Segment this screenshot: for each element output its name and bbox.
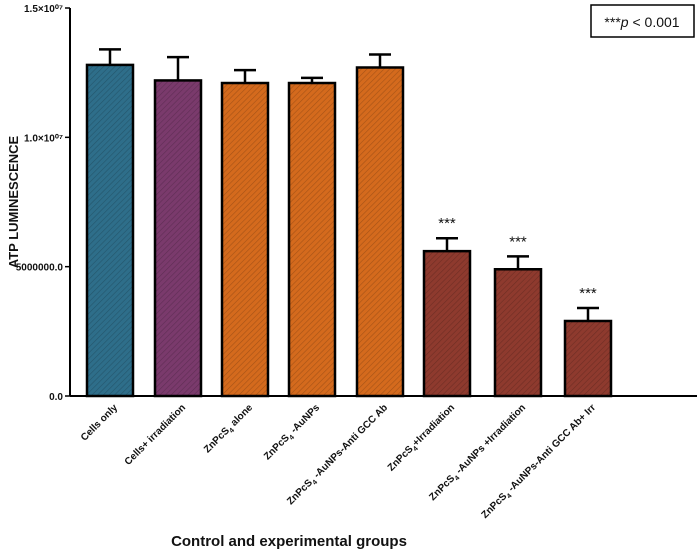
bar-hatch bbox=[424, 251, 470, 396]
x-category-label: Cells only bbox=[79, 402, 120, 443]
x-category-label: ZnPcS4+Irradiation bbox=[386, 402, 459, 475]
x-category-label: Cells+ irradiation bbox=[123, 402, 188, 467]
y-tick-label: 5000000.0 bbox=[16, 263, 64, 274]
y-tick-label: 1.5×10⁰⁷ bbox=[24, 4, 63, 15]
x-category-label: ZnPcS4 alone bbox=[202, 402, 257, 457]
significance-marker: *** bbox=[509, 233, 527, 250]
legend-text: ***p < 0.001 bbox=[604, 14, 679, 30]
x-category-label: ZnPcS4 -AuNPs bbox=[262, 402, 324, 464]
bar-hatch bbox=[222, 83, 268, 396]
bar-hatch bbox=[495, 269, 541, 396]
y-tick-label: 1.0×10⁰⁷ bbox=[24, 133, 63, 144]
bar-hatch bbox=[289, 83, 335, 396]
bar-hatch bbox=[87, 64, 133, 396]
x-axis-label: Control and experimental groups bbox=[171, 533, 407, 550]
bar-hatch bbox=[155, 80, 201, 396]
significance-marker: *** bbox=[579, 285, 597, 302]
bar-hatch bbox=[565, 320, 611, 396]
y-axis-label: ATP LUMINESCENCE bbox=[6, 135, 21, 268]
legend-box: ***p < 0.001 bbox=[590, 4, 695, 38]
y-tick-label: 0.0 bbox=[49, 392, 63, 403]
x-category-label: ZnPcS4 -AuNPs-Anti GCC Ab+ Irr bbox=[480, 402, 600, 522]
significance-marker: *** bbox=[438, 215, 456, 232]
bar-hatch bbox=[357, 67, 403, 396]
